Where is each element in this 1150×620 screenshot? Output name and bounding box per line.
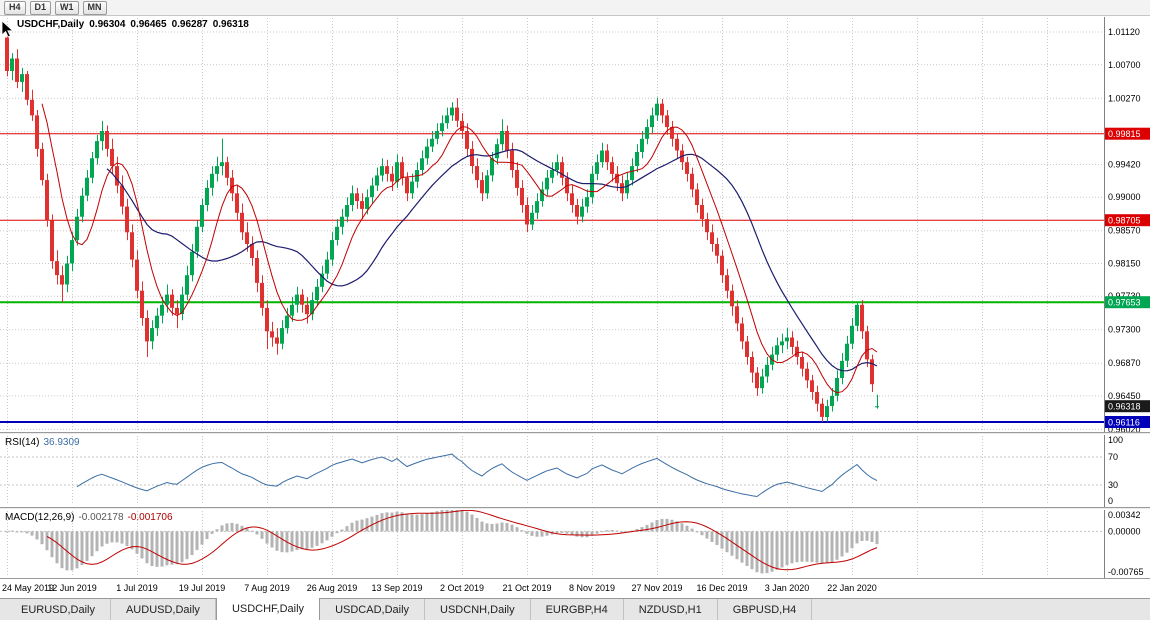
rsi-axis-label: 70 bbox=[1108, 452, 1118, 462]
timeframe-toolbar: H4 D1 W1 MN bbox=[0, 0, 1150, 16]
chart-tab-bar: EURUSD,Daily AUDUSD,Daily USDCHF,Daily U… bbox=[0, 598, 1150, 620]
price-label: 0.99420 bbox=[1108, 160, 1141, 170]
ohlc-high: 0.96465 bbox=[130, 19, 167, 30]
price-badge: 0.97653 bbox=[1108, 298, 1141, 308]
macd-name: MACD(12,26,9) bbox=[5, 512, 75, 523]
date-label: 8 Nov 2019 bbox=[568, 583, 616, 593]
price-badge: 0.99815 bbox=[1108, 129, 1141, 139]
tab-gbpusd-h4[interactable]: GBPUSD,H4 bbox=[718, 599, 813, 620]
tab-usdcnh-daily[interactable]: USDCNH,Daily bbox=[425, 599, 531, 620]
chart-symbol-ohlc: USDCHF,Daily 0.96304 0.96465 0.96287 0.96318 bbox=[17, 19, 254, 30]
price-badge: 0.98705 bbox=[1108, 216, 1141, 226]
timeframe-d1-button[interactable]: D1 bbox=[29, 0, 52, 15]
tab-nzdusd-h1[interactable]: NZDUSD,H1 bbox=[624, 599, 718, 620]
rsi-indicator-label: RSI(14) 36.9309 bbox=[5, 437, 80, 448]
price-label: 0.97300 bbox=[1108, 325, 1141, 335]
date-label: 12 Jun 2019 bbox=[47, 583, 97, 593]
price-label: 0.98570 bbox=[1108, 226, 1141, 236]
macd-axis-label: 0.00342 bbox=[1108, 510, 1141, 520]
date-label: 3 Jan 2020 bbox=[764, 583, 810, 593]
date-label: 7 Aug 2019 bbox=[244, 583, 290, 593]
rsi-grid bbox=[0, 436, 1104, 505]
date-label: 21 Oct 2019 bbox=[502, 583, 552, 593]
tab-eurusd-daily[interactable]: EURUSD,Daily bbox=[6, 599, 111, 620]
rsi-axis-label: 0 bbox=[1108, 496, 1113, 506]
macd-indicator-label: MACD(12,26,9) -0.002178 -0.001706 bbox=[5, 512, 173, 523]
macd-histogram bbox=[5, 510, 879, 574]
price-label: 1.00700 bbox=[1108, 60, 1141, 70]
tab-usdcad-daily[interactable]: USDCAD,Daily bbox=[320, 599, 426, 620]
date-label: 2 Oct 2019 bbox=[439, 583, 485, 593]
rsi-name: RSI(14) bbox=[5, 437, 40, 448]
tab-eurgbp-h4[interactable]: EURGBP,H4 bbox=[531, 599, 624, 620]
ohlc-open: 0.96304 bbox=[89, 19, 126, 30]
ma-layer bbox=[41, 103, 878, 394]
timeframe-h4-button[interactable]: H4 bbox=[4, 0, 26, 15]
date-label: 13 Sep 2019 bbox=[371, 583, 423, 593]
rsi-value: 36.9309 bbox=[43, 437, 80, 448]
date-label: 26 Aug 2019 bbox=[306, 583, 358, 593]
tab-usdchf-daily[interactable]: USDCHF,Daily bbox=[215, 598, 321, 620]
timeframe-w1-button[interactable]: W1 bbox=[55, 0, 79, 15]
macd-axis-label: -0.00765 bbox=[1108, 567, 1144, 577]
price-chart-canvas[interactable]: 1.011201.007001.002700.998400.994200.990… bbox=[0, 17, 1150, 432]
grid-layer bbox=[0, 18, 1104, 430]
price-label: 0.96020 bbox=[1108, 424, 1141, 432]
rsi-axis-label: 30 bbox=[1108, 480, 1118, 490]
timeframe-mn-button[interactable]: MN bbox=[82, 0, 107, 15]
price-axis-labels: 1.011201.007001.002700.998400.994200.990… bbox=[1105, 27, 1150, 432]
date-label: 24 May 2019 bbox=[2, 583, 55, 593]
price-label: 0.98150 bbox=[1108, 259, 1141, 269]
price-label: 1.01120 bbox=[1108, 27, 1140, 37]
date-label: 16 Dec 2019 bbox=[696, 583, 748, 593]
panel-splitter[interactable] bbox=[0, 507, 1150, 510]
date-axis[interactable]: 24 May 2019 12 Jun 2019 1 Jul 2019 19 Jul 2… bbox=[0, 578, 1150, 599]
macd-signal-value: -0.001706 bbox=[127, 512, 173, 523]
symbol-label: USDCHF,Daily bbox=[17, 19, 85, 30]
macd-axis-label: 0.00000 bbox=[1108, 526, 1141, 536]
rsi-axis-label: 100 bbox=[1108, 435, 1123, 445]
price-label: 0.96870 bbox=[1108, 358, 1141, 368]
ohlc-close: 0.96318 bbox=[212, 19, 249, 30]
date-label: 19 Jul 2019 bbox=[178, 583, 226, 593]
macd-panel-canvas[interactable]: 0.00342 0.00000 -0.00765 bbox=[0, 510, 1150, 578]
price-badge: 0.96318 bbox=[1108, 402, 1141, 412]
macd-main-value: -0.002178 bbox=[78, 512, 124, 523]
chart-window[interactable]: 1.011201.007001.002700.998400.994200.990… bbox=[0, 17, 1150, 599]
rsi-panel-canvas[interactable]: 100 70 30 0 bbox=[0, 435, 1150, 507]
cursor-arrow-icon bbox=[1, 20, 14, 38]
date-label: 1 Jul 2019 bbox=[116, 583, 158, 593]
date-label: 22 Jan 2020 bbox=[827, 583, 877, 593]
tab-audusd-daily[interactable]: AUDUSD,Daily bbox=[111, 599, 216, 620]
ohlc-low: 0.96287 bbox=[171, 19, 208, 30]
panel-splitter[interactable] bbox=[0, 432, 1150, 435]
price-label: 1.00270 bbox=[1108, 93, 1141, 103]
price-label: 0.99000 bbox=[1108, 192, 1141, 202]
price-badge: 0.96116 bbox=[1108, 418, 1140, 428]
price-label: 0.96450 bbox=[1108, 391, 1141, 401]
date-label: 27 Nov 2019 bbox=[631, 583, 683, 593]
